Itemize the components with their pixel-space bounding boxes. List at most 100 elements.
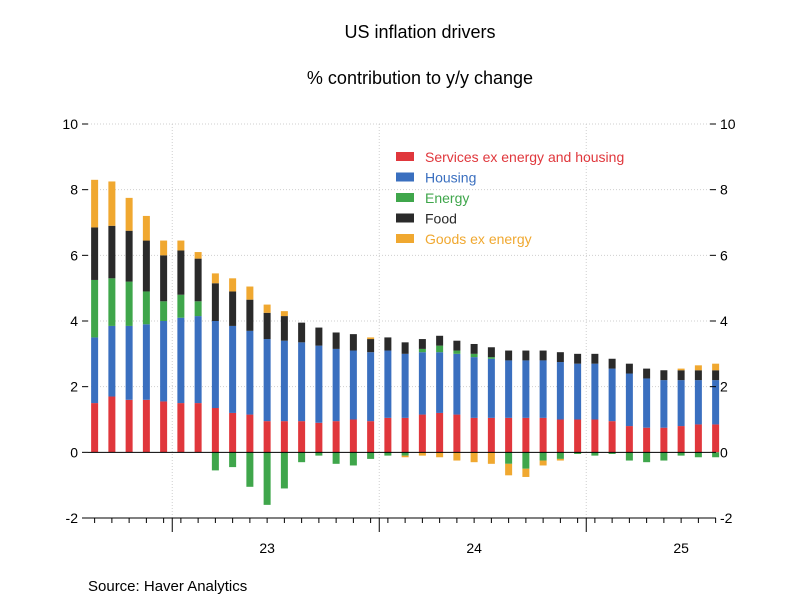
bar-segment xyxy=(246,414,254,453)
bar-segment xyxy=(436,412,444,453)
bar-segment xyxy=(505,452,513,464)
bar-segment xyxy=(712,380,720,425)
bar-segment xyxy=(177,294,185,318)
bar-segment xyxy=(108,225,116,279)
bar-segment xyxy=(505,350,513,361)
bar-segment xyxy=(263,304,271,313)
y-tick-label-right: -2 xyxy=(720,510,733,526)
bar-segment xyxy=(194,316,202,404)
bar-segment xyxy=(453,414,461,453)
bar-segment xyxy=(384,452,392,456)
bar-segment xyxy=(677,452,685,456)
x-tick-label: 24 xyxy=(466,540,482,556)
bar-segment xyxy=(677,380,685,427)
bar-segment xyxy=(401,342,409,354)
bar-segment xyxy=(522,452,530,469)
bar-segment xyxy=(591,452,599,456)
bar-segment xyxy=(436,345,444,353)
bar-segment xyxy=(608,421,616,453)
bar-segment xyxy=(108,396,116,453)
bar-segment xyxy=(125,399,133,453)
bar-segment xyxy=(574,419,582,453)
bar-segment xyxy=(401,417,409,453)
bar-segment xyxy=(349,334,357,351)
bar-segment xyxy=(229,325,237,413)
bar-segment xyxy=(712,452,720,458)
bar-segment xyxy=(367,352,375,422)
bar-segment xyxy=(556,458,564,461)
bar-segment xyxy=(418,339,426,349)
bar-segment xyxy=(160,301,168,321)
bar-segment xyxy=(246,330,254,415)
bar-segment xyxy=(677,368,685,371)
legend-swatch xyxy=(396,152,414,161)
chart-title: US inflation drivers xyxy=(344,22,496,42)
bar-segment xyxy=(384,417,392,453)
bar-segment xyxy=(608,358,616,369)
bar-segment xyxy=(487,452,495,464)
bar-segment xyxy=(694,452,702,458)
y-tick-label-right: 4 xyxy=(720,313,728,329)
bar-segment xyxy=(660,370,668,381)
bar-segment xyxy=(263,421,271,453)
legend-swatch xyxy=(396,213,414,223)
bar-segment xyxy=(574,353,582,364)
bar-segment xyxy=(125,281,133,326)
bar-segment xyxy=(556,352,564,363)
bar-segment xyxy=(677,426,685,453)
legend-swatch xyxy=(396,172,414,182)
bar-segment xyxy=(229,278,237,292)
bar-segment xyxy=(470,357,478,418)
bar-segment xyxy=(556,419,564,453)
bar-segment xyxy=(349,419,357,453)
bar-segment xyxy=(453,340,461,351)
bar-segment xyxy=(177,403,185,453)
bar-segment xyxy=(591,363,599,420)
bar-segment xyxy=(418,352,426,415)
bar-segment xyxy=(263,312,271,340)
bar-segment xyxy=(91,403,99,453)
bar-segment xyxy=(487,417,495,453)
bar-segment xyxy=(643,378,651,428)
bar-segment xyxy=(142,324,150,400)
bar-segment xyxy=(712,424,720,453)
bar-segment xyxy=(487,357,495,359)
bar-segment xyxy=(315,345,323,423)
bar-segment xyxy=(142,215,150,241)
source-note: Source: Haver Analytics xyxy=(88,578,248,595)
bar-segment xyxy=(591,419,599,453)
bar-segment xyxy=(539,452,547,461)
bar-segment xyxy=(453,353,461,415)
bar-segment xyxy=(108,278,116,326)
bar-segment xyxy=(263,339,271,422)
y-tick-label-right: 10 xyxy=(720,116,736,132)
legend-label: Goods ex energy xyxy=(425,231,532,247)
bar-segment xyxy=(487,347,495,358)
bar-segment xyxy=(142,399,150,453)
bar-segment xyxy=(211,273,219,284)
bar-segment xyxy=(91,337,99,404)
bar-segment xyxy=(332,332,340,349)
bar-segment xyxy=(625,373,633,427)
chart-subtitle: % contribution to y/y change xyxy=(306,68,534,88)
bar-segment xyxy=(643,427,651,453)
bar-segment xyxy=(125,325,133,400)
bar-segment xyxy=(280,452,288,489)
bar-segment xyxy=(211,321,219,409)
bar-segment xyxy=(367,421,375,453)
bar-segment xyxy=(712,363,720,371)
bar-segment xyxy=(470,343,478,354)
bar-segment xyxy=(539,417,547,453)
y-tick-label-left: 0 xyxy=(70,444,78,460)
bar-segment xyxy=(539,350,547,361)
y-tick-label-left: -2 xyxy=(66,510,79,526)
bar-segment xyxy=(246,299,254,331)
y-tick-label-right: 2 xyxy=(720,379,728,395)
bar-segment xyxy=(384,337,392,351)
bar-segment xyxy=(211,452,219,471)
bar-segment xyxy=(280,311,288,317)
bar-segment xyxy=(418,452,426,456)
bar-segment xyxy=(539,360,547,418)
bar-segment xyxy=(349,350,357,420)
